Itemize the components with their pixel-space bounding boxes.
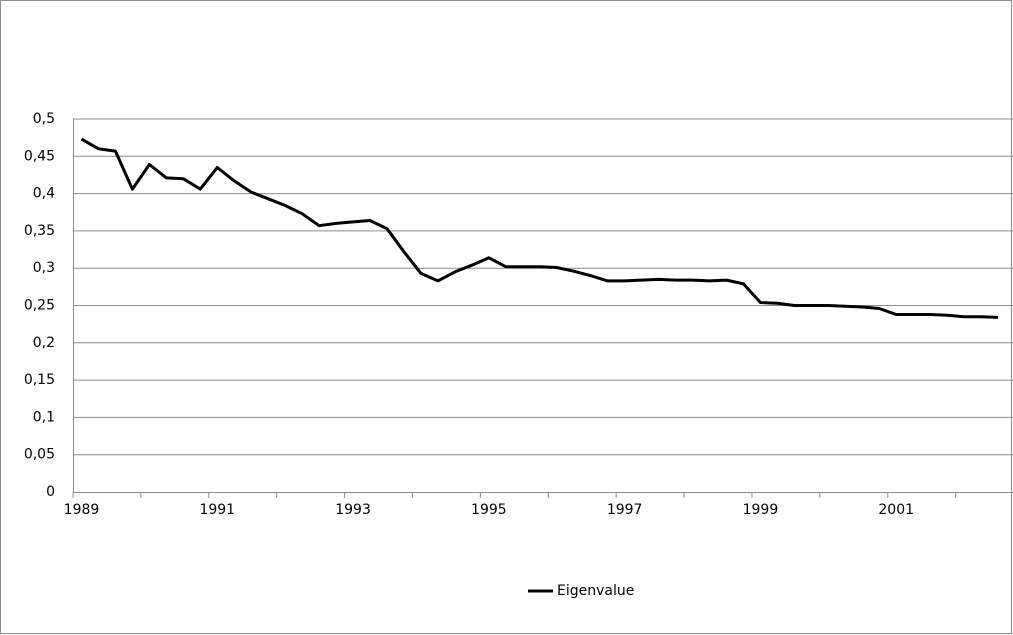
x-tick-label: 1999: [743, 502, 779, 518]
y-tick-label: 0,35: [24, 223, 55, 239]
series-line: [80, 137, 999, 319]
y-tick-label: 0,4: [33, 186, 55, 202]
x-tick-label: 1997: [607, 502, 643, 518]
y-tick-label: 0,2: [33, 335, 55, 351]
y-tick-label: 0,45: [24, 148, 55, 164]
legend-label: Eigenvalue: [557, 583, 634, 599]
y-tick-label: 0,5: [33, 111, 55, 127]
x-tick-label: 1991: [199, 502, 235, 518]
x-tick-label: 1995: [471, 502, 507, 518]
plot-area: [80, 137, 999, 319]
y-tick-label: 0,3: [33, 260, 55, 276]
y-tick-label: 0: [46, 484, 55, 500]
y-tick-label: 0,05: [24, 447, 55, 463]
x-tick-label: 2001: [878, 502, 914, 518]
y-tick-label: 0,1: [33, 409, 55, 425]
y-tick-label: 0,15: [24, 372, 55, 388]
x-tick-label: 1989: [64, 502, 100, 518]
x-tick-label: 1993: [335, 502, 371, 518]
y-tick-label: 0,25: [24, 298, 55, 314]
